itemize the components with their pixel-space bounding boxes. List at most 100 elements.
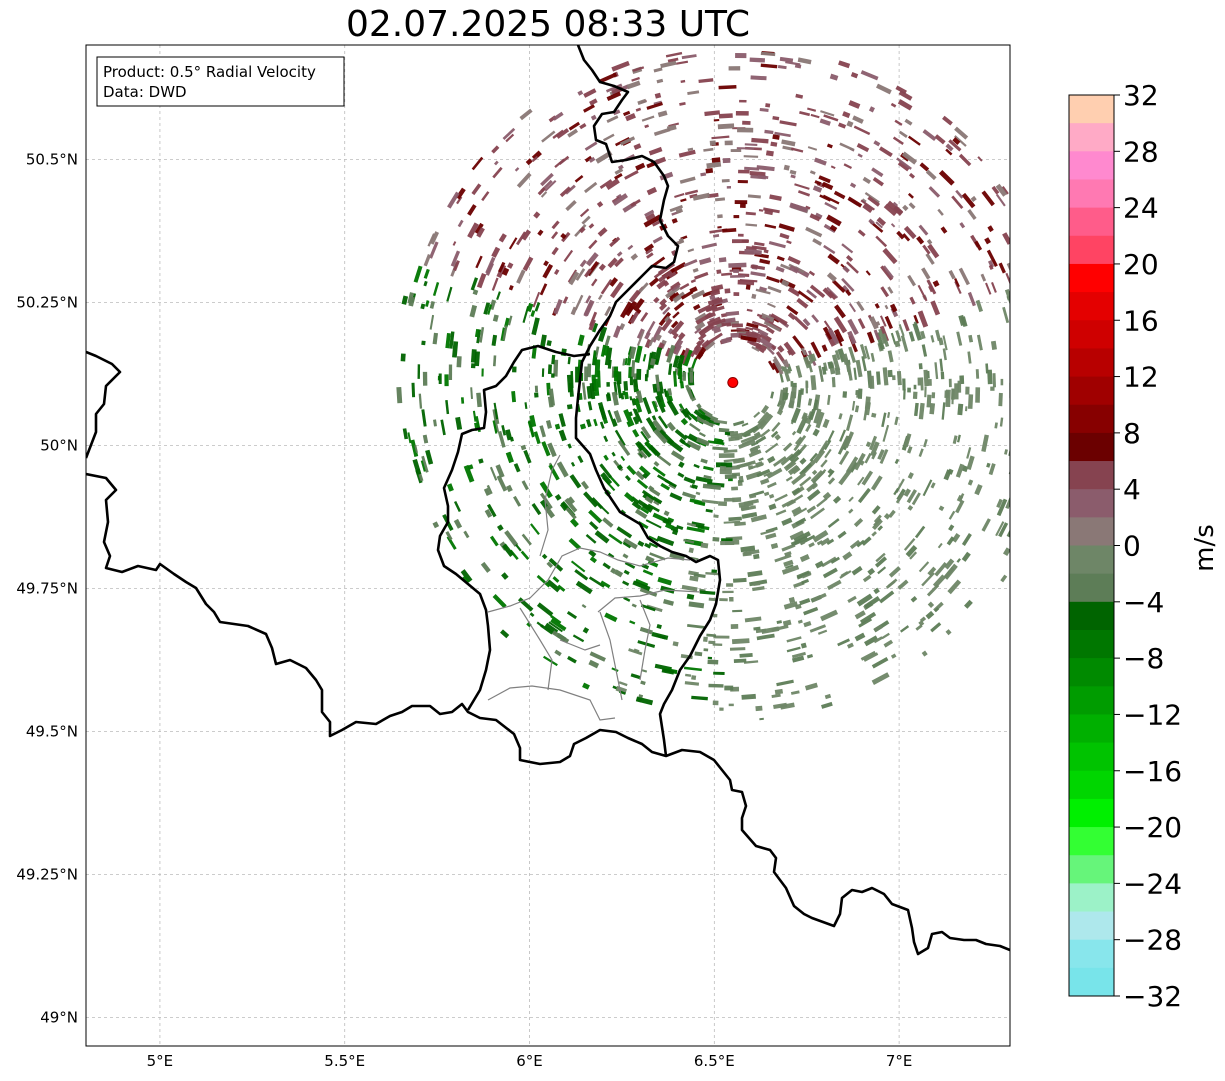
velocity-echo: [907, 135, 921, 146]
velocity-echo: [805, 205, 811, 210]
velocity-echo: [741, 512, 758, 519]
velocity-echo: [626, 80, 641, 90]
velocity-echo: [502, 127, 516, 140]
velocity-echo: [432, 332, 439, 345]
velocity-echo: [542, 655, 558, 667]
velocity-echo: [646, 369, 649, 378]
velocity-echo: [932, 574, 946, 588]
velocity-echo: [646, 101, 663, 110]
velocity-echo: [432, 521, 440, 529]
velocity-echo: [789, 169, 797, 175]
velocity-echo: [758, 286, 768, 293]
velocity-echo: [713, 327, 722, 334]
velocity-echo: [666, 421, 676, 432]
velocity-echo: [770, 542, 779, 550]
velocity-echo: [651, 325, 663, 343]
velocity-echo: [780, 400, 786, 409]
velocity-echo: [493, 160, 499, 166]
velocity-echo: [816, 497, 828, 508]
velocity-echo: [636, 330, 645, 346]
velocity-echo: [944, 558, 955, 570]
velocity-echo: [814, 157, 827, 166]
velocity-echo: [1052, 271, 1054, 275]
velocity-echo: [985, 363, 989, 374]
velocity-echo: [567, 356, 571, 365]
velocity-echo: [505, 484, 513, 493]
velocity-echo: [834, 367, 841, 376]
velocity-echo: [547, 442, 557, 458]
velocity-echo: [533, 211, 541, 219]
velocity-echo: [807, 107, 817, 112]
velocity-echo: [539, 425, 546, 438]
velocity-echo: [553, 359, 559, 377]
velocity-echo: [961, 465, 969, 473]
velocity-echo: [1009, 287, 1010, 290]
velocity-echo: [660, 60, 677, 69]
velocity-echo: [568, 382, 574, 397]
velocity-echo: [967, 209, 977, 220]
velocity-echo: [631, 398, 637, 406]
velocity-echo: [857, 487, 871, 504]
velocity-echo: [808, 270, 816, 277]
velocity-echo: [711, 305, 725, 313]
velocity-echo: [604, 612, 618, 623]
velocity-echo: [783, 559, 794, 567]
velocity-echo: [866, 331, 875, 344]
velocity-echo: [956, 558, 962, 563]
velocity-echo: [873, 140, 881, 147]
velocity-echo: [1013, 265, 1017, 274]
colorbar-cell: [1069, 742, 1114, 772]
velocity-echo: [782, 359, 790, 369]
velocity-echo: [903, 537, 916, 551]
colorbar-cell: [1069, 348, 1114, 378]
velocity-echo: [675, 208, 684, 214]
velocity-echo: [633, 143, 642, 150]
velocity-echo: [873, 517, 882, 527]
velocity-echo: [844, 431, 855, 449]
velocity-echo: [740, 335, 757, 343]
velocity-echo: [666, 438, 684, 453]
velocity-echo: [917, 284, 928, 302]
velocity-echo: [786, 646, 801, 653]
velocity-echo: [806, 654, 814, 659]
velocity-echo: [521, 533, 532, 546]
velocity-echo: [686, 440, 702, 451]
velocity-echo: [462, 575, 470, 584]
velocity-echo: [896, 157, 912, 170]
velocity-echo: [593, 378, 600, 397]
velocity-echo: [640, 603, 656, 612]
velocity-echo: [460, 569, 473, 583]
velocity-echo: [771, 421, 781, 432]
colorbar-cell: [1069, 714, 1114, 744]
velocity-echo: [440, 419, 446, 436]
velocity-echo: [958, 153, 972, 167]
velocity-echo: [831, 377, 836, 388]
velocity-echo: [774, 688, 784, 695]
velocity-echo: [887, 350, 894, 363]
velocity-echo: [837, 348, 847, 363]
velocity-echo: [450, 250, 461, 267]
velocity-echo: [713, 419, 728, 425]
velocity-echo: [774, 493, 788, 502]
velocity-echo: [881, 333, 890, 348]
velocity-echo: [582, 627, 590, 634]
velocity-echo: [698, 408, 706, 416]
map-panel: Product: 0.5° Radial Velocity Data: DWD …: [16, 44, 1054, 1070]
velocity-echo: [705, 572, 721, 576]
velocity-echo: [837, 638, 850, 647]
velocity-echo: [453, 518, 463, 529]
velocity-echo: [1015, 483, 1017, 488]
velocity-echo: [690, 279, 696, 284]
velocity-echo: [780, 365, 785, 372]
velocity-echo: [903, 488, 912, 497]
velocity-echo: [934, 562, 948, 577]
velocity-echo: [558, 429, 567, 442]
velocity-echo: [794, 436, 803, 446]
velocity-echo: [750, 271, 766, 277]
velocity-echo: [810, 507, 825, 520]
velocity-echo: [986, 249, 998, 267]
lat-tick-label: 49.75°N: [16, 579, 78, 597]
velocity-echo: [896, 370, 902, 386]
velocity-echo: [782, 442, 793, 452]
velocity-echo: [736, 330, 748, 334]
